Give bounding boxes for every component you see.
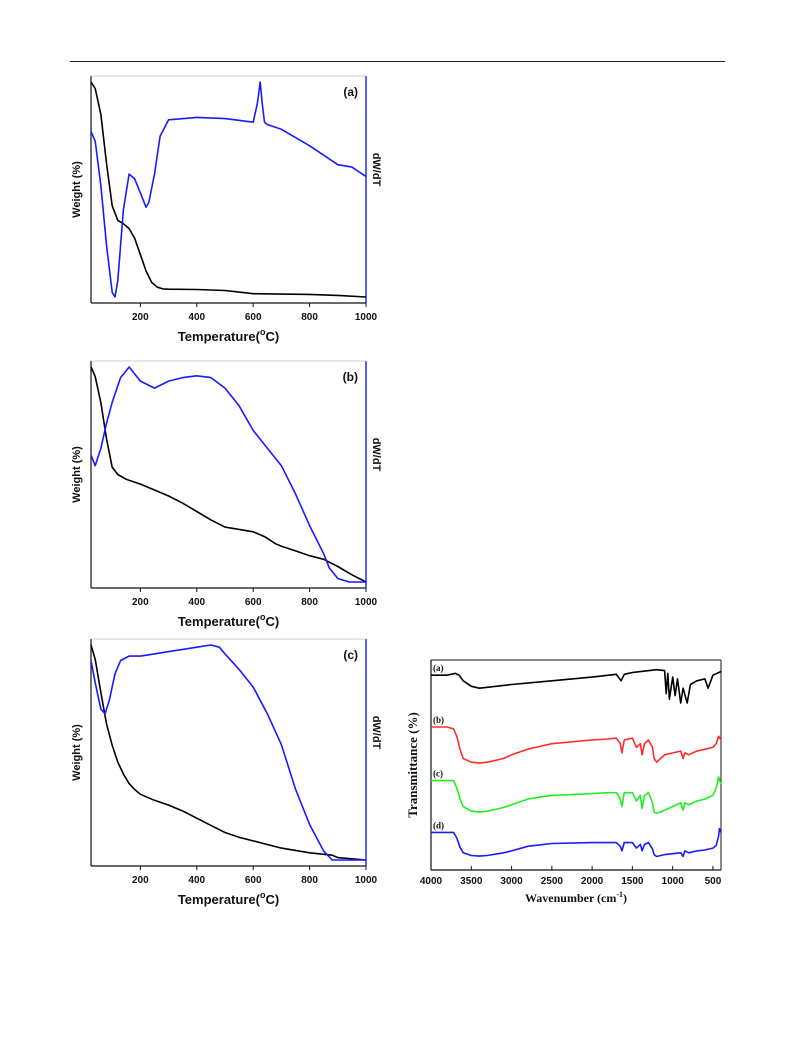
panel-label: (c) — [343, 648, 358, 662]
dwdt-curve — [90, 81, 367, 298]
x-tick-label: 600 — [245, 875, 262, 886]
weight-curve — [90, 81, 367, 298]
x-tick-label: 1000 — [355, 597, 378, 608]
tga-chart-b: 200 400 600 800 1000 (b) Weight (%) dW/dT Temper… — [71, 360, 382, 629]
x-tick-label: 200 — [132, 597, 149, 608]
ftir-spectrum-c — [431, 776, 722, 814]
y-axis-label-left: Weight (%) — [71, 446, 83, 503]
x-tick-label: 800 — [301, 312, 318, 323]
y-axis-label-left: Weight (%) — [71, 724, 83, 781]
x-tick-label: 600 — [245, 597, 262, 608]
tga-panel-a: 200 400 600 800 1000 (a) Weight (%) dW/dT Temper… — [40, 66, 400, 358]
x-tick-label: 2000 — [581, 876, 604, 887]
ftir-spectrum-a — [431, 668, 722, 704]
x-tick-label: 800 — [301, 597, 318, 608]
ftir-panel: 4000 3500 3000 2500 2000 1500 1000 500 (a) (b) (c)… — [405, 655, 735, 910]
x-axis-label: Temperature(oC) — [178, 890, 279, 907]
ftir-spectrum-d — [431, 827, 722, 858]
x-tick-label: 1000 — [355, 312, 378, 323]
panel-label: (a) — [343, 85, 358, 99]
dwdt-curve — [90, 644, 366, 861]
series-label: (a) — [433, 663, 444, 673]
y-axis-label-right: dW/dT — [370, 716, 382, 750]
x-tick-label: 500 — [705, 876, 722, 887]
x-tick-label: 200 — [132, 875, 149, 886]
series-label: (c) — [433, 769, 443, 779]
y-axis-label: Transmittance (%) — [405, 712, 420, 818]
ftir-spectrum-b — [431, 726, 722, 764]
x-axis-label: Temperature(oC) — [178, 327, 279, 344]
series-label: (b) — [433, 715, 444, 725]
dwdt-curve — [90, 366, 366, 583]
tga-chart-a: 200 400 600 800 1000 (a) Weight (%) dW/dT Temper… — [71, 75, 382, 344]
y-axis-label-right: dW/dT — [370, 438, 382, 472]
x-axis-label: Wavenumber (cm-1) — [525, 890, 627, 905]
tga-panel-b: 200 400 600 800 1000 (b) Weight (%) dW/dT Temper… — [40, 351, 400, 641]
panel-label: (b) — [343, 370, 358, 384]
x-tick-label: 3000 — [500, 876, 523, 887]
ftir-chart: 4000 3500 3000 2500 2000 1500 1000 500 (a) (b) (c)… — [405, 659, 722, 905]
x-tick-label: 200 — [132, 312, 149, 323]
x-tick-label: 4000 — [420, 876, 443, 887]
x-tick-label: 3500 — [460, 876, 483, 887]
x-tick-label: 800 — [301, 875, 318, 886]
y-axis-label-right: dW/dT — [370, 153, 382, 187]
x-tick-label: 400 — [188, 597, 205, 608]
weight-curve — [90, 366, 367, 583]
tga-panel-c: 200 400 600 800 1000 (c) Weight (%) dW/dT Temper… — [40, 629, 400, 929]
x-tick-label: 400 — [188, 875, 205, 886]
y-axis-label-left: Weight (%) — [71, 161, 83, 218]
x-tick-label: 1000 — [662, 876, 685, 887]
series-label: (d) — [433, 820, 444, 830]
x-axis-label: Temperature(oC) — [178, 612, 279, 629]
weight-curve — [90, 644, 367, 861]
x-tick-label: 2500 — [541, 876, 564, 887]
header-rule — [70, 61, 725, 62]
x-tick-label: 600 — [245, 312, 262, 323]
tga-chart-c: 200 400 600 800 1000 (c) Weight (%) dW/dT Temper… — [71, 638, 382, 907]
x-tick-label: 1500 — [621, 876, 644, 887]
x-tick-label: 400 — [188, 312, 205, 323]
x-tick-label: 1000 — [355, 875, 378, 886]
